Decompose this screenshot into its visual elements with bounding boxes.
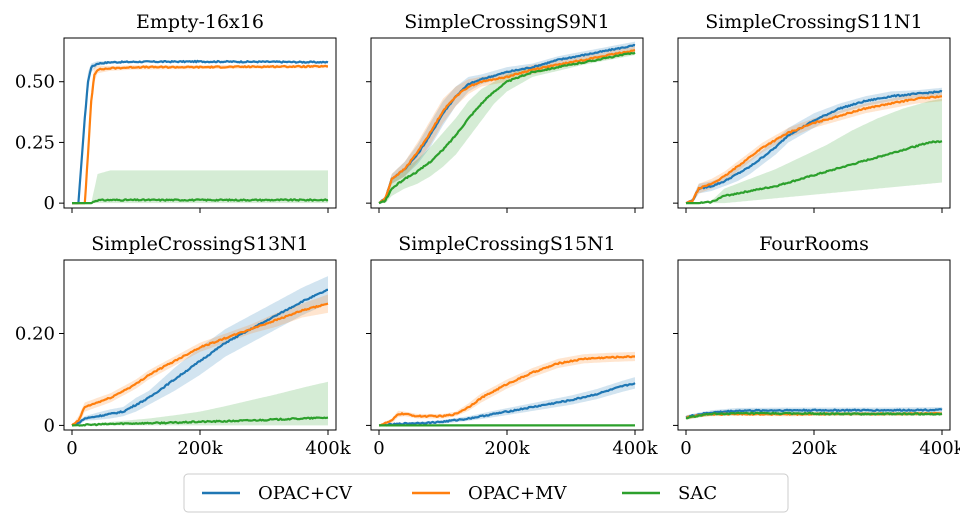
panel-title: SimpleCrossingS11N1 [705, 11, 923, 33]
series-band-opac-cv [379, 377, 635, 426]
y-tick-label: 0 [44, 193, 55, 214]
panel-title: SimpleCrossingS15N1 [398, 233, 616, 255]
series-band-sac [379, 48, 635, 204]
series-line-opac-cv [685, 89, 943, 205]
legend-box [183, 473, 789, 513]
series-band-opac-cv [72, 276, 328, 426]
plot-area [72, 59, 329, 205]
plot-area [378, 41, 636, 205]
plot-area [685, 407, 943, 420]
series-line-sac [378, 51, 636, 205]
series-band-sac [72, 381, 328, 426]
series-line-opac-cv [71, 288, 328, 427]
panel-title: SimpleCrossingS9N1 [404, 11, 609, 33]
legend-item-opac-mv: OPAC+MV [412, 483, 568, 504]
panel-title: FourRooms [759, 233, 869, 255]
axes-frame [370, 259, 644, 431]
series-line-opac-mv [378, 49, 636, 205]
series-line-opac-cv [378, 43, 636, 205]
x-tick-label: 400k [612, 438, 658, 459]
legend-label: OPAC+MV [468, 483, 568, 504]
x-tick-label: 400k [305, 438, 351, 459]
x-tick-label: 0 [373, 438, 384, 459]
x-tick-label: 400k [919, 438, 960, 459]
x-tick-label: 200k [791, 438, 837, 459]
panel-3: SimpleCrossingS11N1 [673, 11, 951, 213]
series-line-sac [72, 198, 329, 205]
series-line-sac [72, 416, 329, 427]
series-band-opac-mv [72, 294, 328, 426]
series-line-opac-mv [71, 302, 329, 427]
plot-area [685, 87, 943, 205]
y-tick-label: 0.25 [15, 132, 55, 153]
panel-5: SimpleCrossingS15N1 0 200k 400k [366, 233, 659, 459]
series-band-sac [72, 170, 328, 204]
panel-1: Empty-16x16 0 0.25 0.50 [15, 11, 337, 214]
series-band-opac-cv [379, 41, 635, 204]
series-line-opac-cv [72, 59, 329, 205]
y-tick-label: 0.50 [15, 72, 55, 93]
plot-area [378, 351, 636, 427]
panel-4: SimpleCrossingS13N1 0 200k 400k 0 0.20 [15, 233, 352, 459]
legend-item-sac: SAC [622, 483, 717, 504]
series-band-sac [686, 98, 942, 204]
series-line-opac-mv [72, 64, 328, 205]
y-tick-label: 0.20 [15, 324, 55, 345]
x-tick-label: 0 [66, 438, 77, 459]
legend-item-opac-cv: OPAC+CV [202, 483, 353, 504]
axes-frame [677, 259, 951, 431]
panel-2: SimpleCrossingS9N1 [366, 11, 644, 213]
legend-label: SAC [678, 483, 717, 504]
series-band-opac-mv [379, 46, 635, 204]
x-tick-label: 0 [680, 438, 691, 459]
series-band-opac-mv [379, 351, 635, 426]
panel-title: Empty-16x16 [136, 11, 264, 33]
x-tick-label: 200k [484, 438, 530, 459]
series-line-opac-cv [685, 408, 943, 419]
series-band-opac-mv [686, 91, 942, 204]
y-tick-label: 0 [44, 415, 55, 436]
series-line-opac-mv [685, 95, 943, 205]
x-tick-label: 200k [177, 438, 223, 459]
panels: Empty-16x16 0 0.25 0.50 SimpleCrossingS9N1 Si… [15, 11, 960, 459]
series-line-sac [685, 411, 943, 420]
series-line-opac-cv [378, 382, 636, 427]
series-line-sac [686, 140, 943, 205]
legend-label: OPAC+CV [258, 483, 353, 504]
panel-6: FourRooms 0 200k 400k [673, 233, 960, 459]
legend: OPAC+CV OPAC+MV SAC [183, 473, 789, 513]
plot-area [71, 276, 329, 427]
panel-title: SimpleCrossingS13N1 [91, 233, 309, 255]
series-line-opac-mv [378, 355, 635, 427]
